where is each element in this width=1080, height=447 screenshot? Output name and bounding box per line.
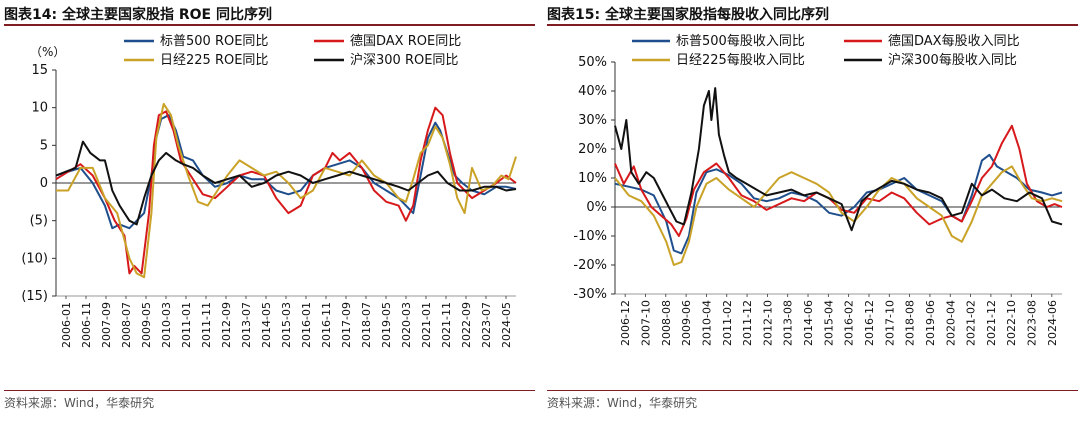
x-tick-label: 2007-10: [639, 300, 652, 346]
y-tick-label: 15: [31, 63, 48, 78]
source-rule: [4, 390, 535, 391]
y-tick-label: 30%: [578, 113, 607, 128]
revenue-per-share-yoy-chart: 50% 40% 30% 20% 10% 0% -10% -20% -30% 2006-12 2007…: [573, 33, 1063, 346]
x-tick-label: 2023-08: [1026, 300, 1039, 346]
x-tick-label: 2015-04: [822, 300, 835, 346]
x-tick-label: 2016-12: [863, 300, 876, 346]
x-tick-label: 2011-12: [741, 300, 754, 346]
legend-label: 德国DAX每股收入同比: [888, 33, 1020, 49]
title-rule: [547, 24, 1078, 26]
x-tick-label: 2017-09: [340, 302, 353, 348]
legend-label: 沪深300每股收入同比: [888, 52, 1017, 68]
roe-source-note: 资料来源：Wind，华泰研究: [4, 396, 155, 410]
y-unit-label: （%）: [30, 45, 65, 59]
x-tick-label: 2014-05: [260, 302, 273, 348]
y-tick-label: 10%: [578, 171, 607, 186]
legend-label: 德国DAX ROE同比: [350, 34, 461, 49]
revenue-panel: 图表15: 全球主要国家股指每股收入同比序列 50% 40% 30% 20% 10% 0%…: [547, 0, 1078, 447]
x-tick-label: 2009-05: [140, 302, 153, 348]
x-tick-label: 2010-03: [160, 302, 173, 348]
x-tick-label: 2016-11: [320, 302, 333, 348]
x-tick-label: 2020-04: [944, 300, 957, 346]
x-tick-label: 2023-07: [480, 302, 493, 348]
legend-label: 日经225每股收入同比: [676, 52, 805, 68]
x-tick-label: 2012-10: [761, 300, 774, 346]
y-tick-label: (5): [30, 214, 48, 229]
legend-label: 日经225 ROE同比: [160, 53, 268, 68]
x-tick-label: 2021-02: [965, 300, 978, 346]
legend-label: 标普500 ROE同比: [160, 34, 268, 49]
x-tick-label: 2019-05: [380, 302, 393, 348]
x-tick-label: 2024-05: [500, 302, 513, 348]
y-tick-label: (15): [21, 289, 48, 304]
y-tick-label: 5: [40, 138, 48, 153]
x-tick-label: 2009-06: [680, 300, 693, 346]
series-line-1: [614, 153, 1063, 255]
series-line-4: [614, 87, 1063, 232]
x-tick-label: 2012-09: [220, 302, 233, 348]
y-tick-label: 0: [40, 176, 48, 191]
x-tick-label: 2013-07: [240, 302, 253, 348]
legend-label: 标普500每股收入同比: [676, 33, 805, 49]
series-line-2: [614, 124, 1063, 237]
x-tick-label: 2011-02: [721, 300, 734, 346]
y-tick-label: -30%: [573, 287, 607, 302]
x-tick-label: 2021-01: [420, 302, 433, 348]
x-tick-label: 2018-08: [904, 300, 917, 346]
y-tick-label: -10%: [573, 229, 607, 244]
y-tick-label: 0%: [586, 200, 607, 215]
legend-label: 沪深300 ROE同比: [350, 52, 458, 68]
x-tick-label: 2017-10: [883, 300, 896, 346]
y-tick-label: 40%: [578, 84, 607, 99]
x-tick-label: 2019-06: [924, 300, 937, 346]
x-tick-label: 2011-01: [180, 302, 193, 348]
x-tick-label: 2011-11: [200, 302, 213, 348]
series-line-3: [56, 102, 517, 279]
source-rule: [547, 390, 1078, 391]
y-tick-label: 20%: [578, 142, 607, 157]
roe-yoy-chart: 15 10 5 0 (5) (10) (15) （%） 2006-01 2006-11 2007-0…: [21, 34, 517, 348]
roe-chart-title: 图表14: 全球主要国家股指 ROE 同比序列: [4, 7, 272, 23]
x-tick-label: 2018-07: [360, 302, 373, 348]
x-tick-label: 2015-03: [280, 302, 293, 348]
series-line-3: [614, 165, 1063, 266]
x-tick-label: 2007-09: [100, 302, 113, 348]
roe-panel: 图表14: 全球主要国家股指 ROE 同比序列 15 10 5 0 (5) (10) (15…: [4, 0, 535, 447]
x-tick-label: 2006-01: [60, 302, 73, 348]
x-tick-label: 2020-03: [400, 302, 413, 348]
x-tick-label: 2010-04: [700, 300, 713, 346]
x-tick-label: 2008-07: [120, 302, 133, 348]
x-tick-label: 2021-12: [985, 300, 998, 346]
x-tick-label: 2008-08: [660, 300, 673, 346]
revenue-chart-title: 图表15: 全球主要国家股指每股收入同比序列: [547, 7, 829, 23]
x-tick-label: 2021-11: [440, 302, 453, 348]
x-tick-label: 2016-02: [843, 300, 856, 346]
x-tick-label: 2022-10: [1005, 300, 1018, 346]
series-line-4: [55, 140, 517, 226]
x-tick-label: 2022-09: [460, 302, 473, 348]
series-line-2: [55, 106, 517, 275]
x-tick-label: 2013-08: [782, 300, 795, 346]
y-tick-label: -20%: [573, 258, 607, 273]
x-tick-label: 2016-01: [300, 302, 313, 348]
revenue-source-note: 资料来源：Wind，华泰研究: [547, 396, 698, 410]
x-tick-label: 2014-06: [802, 300, 815, 346]
x-tick-label: 2006-12: [619, 300, 632, 346]
title-rule: [4, 24, 535, 26]
x-tick-label: 2024-06: [1046, 300, 1059, 346]
x-tick-label: 2006-11: [80, 302, 93, 348]
y-tick-label: 10: [31, 101, 48, 116]
y-tick-label: (10): [21, 251, 48, 266]
y-tick-label: 50%: [578, 55, 607, 70]
